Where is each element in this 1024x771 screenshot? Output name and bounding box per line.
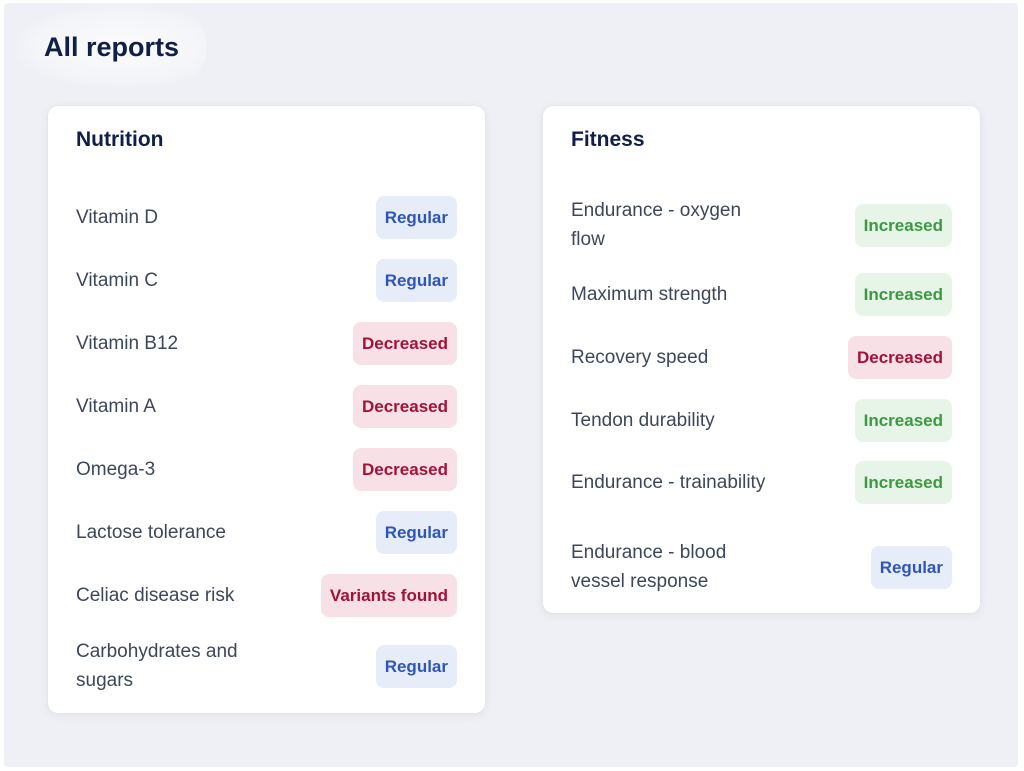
report-row-recovery-speed[interactable]: Recovery speed Decreased xyxy=(571,336,952,379)
status-badge: Increased xyxy=(854,399,952,442)
report-row-label: Endurance - oxygen flow xyxy=(571,200,742,250)
status-badge: Variants found xyxy=(320,574,457,617)
report-row-label: Vitamin B12 xyxy=(76,333,179,354)
report-row-label: Vitamin C xyxy=(76,270,159,291)
nutrition-card-title: Nutrition xyxy=(76,128,164,151)
report-row-label: Endurance - blood vessel response xyxy=(571,542,727,592)
status-badge: Decreased xyxy=(847,336,952,379)
report-row-label: Tendon durability xyxy=(571,410,715,431)
reports-page: All reports Nutrition Vitamin D Regular … xyxy=(4,3,1018,767)
page-title: All reports xyxy=(16,7,208,87)
status-badge: Regular xyxy=(375,644,457,688)
status-badge: Increased xyxy=(854,203,952,247)
report-row-label: Recovery speed xyxy=(571,347,709,368)
status-badge: Decreased xyxy=(352,448,457,491)
report-row-endurance-oxygen-flow[interactable]: Endurance - oxygen flow Increased xyxy=(571,196,952,254)
report-row-celiac-disease-risk[interactable]: Celiac disease risk Variants found xyxy=(76,574,457,617)
report-row-label: Carbohydrates and sugars xyxy=(76,641,238,691)
report-row-maximum-strength[interactable]: Maximum strength Increased xyxy=(571,273,952,316)
report-row-label: Lactose tolerance xyxy=(76,522,226,543)
report-row-vitamin-d[interactable]: Vitamin D Regular xyxy=(76,196,457,239)
report-row-tendon-durability[interactable]: Tendon durability Increased xyxy=(571,399,952,442)
report-row-label: Omega-3 xyxy=(76,459,156,480)
report-row-vitamin-b12[interactable]: Vitamin B12 Decreased xyxy=(76,322,457,365)
report-row-endurance-trainability[interactable]: Endurance - trainability Increased xyxy=(571,461,952,504)
report-row-endurance-blood-vessel-response[interactable]: Endurance - blood vessel response Regula… xyxy=(571,538,952,596)
report-row-carbohydrates-and-sugars[interactable]: Carbohydrates and sugars Regular xyxy=(76,637,457,695)
status-badge: Decreased xyxy=(352,322,457,365)
report-row-vitamin-a[interactable]: Vitamin A Decreased xyxy=(76,385,457,428)
report-row-label: Endurance - trainability xyxy=(571,472,766,493)
status-badge: Regular xyxy=(375,259,457,302)
status-badge: Regular xyxy=(375,196,457,239)
report-row-omega-3[interactable]: Omega-3 Decreased xyxy=(76,448,457,491)
report-row-label: Celiac disease risk xyxy=(76,585,235,606)
status-badge: Decreased xyxy=(352,385,457,428)
report-row-label: Vitamin D xyxy=(76,207,159,228)
report-row-label: Vitamin A xyxy=(76,396,156,417)
status-badge: Regular xyxy=(375,511,457,554)
status-badge: Regular xyxy=(870,545,952,589)
fitness-card: Fitness Endurance - oxygen flow Increase… xyxy=(543,106,980,613)
status-badge: Increased xyxy=(854,273,952,316)
status-badge: Increased xyxy=(854,461,952,504)
report-row-lactose-tolerance[interactable]: Lactose tolerance Regular xyxy=(76,511,457,554)
nutrition-card: Nutrition Vitamin D Regular Vitamin C Re… xyxy=(48,106,485,713)
report-row-vitamin-c[interactable]: Vitamin C Regular xyxy=(76,259,457,302)
fitness-card-title: Fitness xyxy=(571,128,645,151)
report-row-label: Maximum strength xyxy=(571,284,728,305)
